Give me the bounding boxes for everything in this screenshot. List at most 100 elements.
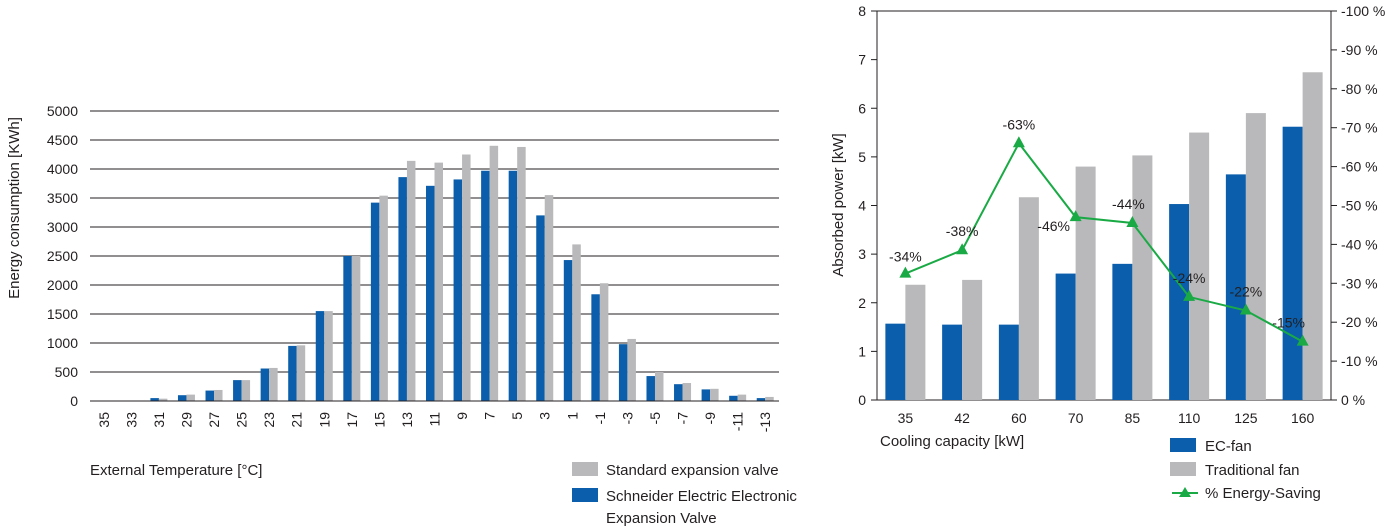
energy-saving-marker [1069,210,1082,222]
bar-traditional-fan-35 [905,284,926,400]
bar-standard--13 [765,396,774,401]
energy-saving-data-label: -38% [946,223,979,239]
bar-traditional-fan-160 [1302,72,1323,400]
left-y-axis-label: Energy consumption [KWh] [6,117,23,299]
bar-schneider--11 [729,395,738,401]
right-y2-tick-label: -50 % [1341,198,1378,214]
right-y2-tick-label: -60 % [1341,159,1378,175]
bar-standard-17 [351,256,361,401]
left-x-tick-label: -7 [675,412,691,425]
bar-traditional-fan-85 [1132,155,1153,400]
left-x-tick-label: -9 [702,412,718,425]
energy-saving-data-label: -22% [1230,284,1263,300]
bar-standard-31 [158,398,168,401]
left-x-axis-label: External Temperature [°C] [90,462,262,479]
legend-swatch-traditional-fan [1170,462,1196,476]
bar-ec-fan-42 [942,324,963,400]
bar-schneider-11 [426,185,435,401]
bar-standard-21 [296,345,306,401]
energy-saving-polyline [904,141,1304,343]
bar-standard--1 [599,283,609,401]
legend-label-standard: Standard expansion valve [606,462,779,479]
bar-traditional-fan-70 [1075,166,1096,400]
left-y-tick-label: 2000 [47,277,78,293]
bar-standard-9 [462,154,471,401]
energy-saving-marker [899,266,912,278]
left-y-tick-label: 4000 [47,161,78,177]
right-y2-tick-label: -80 % [1341,81,1378,97]
left-x-tick-label: -1 [592,412,608,425]
bar-schneider--5 [646,376,655,401]
right-secondary-y-tick-labels: 0 % -10 % -20 % -30 % -40 % -50 % -60 % -70 % -8… [1331,3,1385,408]
bar-schneider--13 [756,398,766,401]
left-x-tick-label: 29 [178,412,194,428]
left-y-tick-label: 2500 [47,248,78,264]
left-x-tick-label: 31 [151,412,167,428]
energy-saving-data-label: -15% [1272,315,1305,331]
bar-schneider-25 [233,380,242,401]
bar-traditional-fan-110 [1189,132,1210,400]
bar-schneider-13 [398,177,407,401]
left-x-tick-label: 23 [261,412,277,428]
legend-swatch-schneider [572,488,598,502]
left-x-tick-label: 1 [564,412,580,420]
left-y-tick-label: 3000 [47,219,78,235]
right-x-tick-label: 60 [1011,410,1027,426]
bar-standard-27 [214,389,223,401]
right-y2-tick-label: -30 % [1341,275,1378,291]
left-x-tick-label: 25 [234,412,250,428]
energy-saving-marker [1296,334,1309,346]
bar-schneider-5 [508,170,518,401]
bar-ec-fan-110 [1169,204,1190,400]
left-x-tick-label: 35 [96,412,112,428]
bar-traditional-fan-125 [1245,113,1266,401]
bar-standard--7 [682,383,692,401]
right-bars [885,72,1323,401]
left-y-tick-label: 1500 [47,306,78,322]
bar-standard--11 [737,394,747,401]
energy-saving-marker [1126,216,1139,228]
bar-standard-13 [406,160,416,401]
bar-standard--5 [654,372,664,401]
left-bars [150,145,774,401]
energy-saving-data-label: -44% [1112,196,1145,212]
left-x-tick-label: 3 [537,412,553,420]
right-y-tick-label: 3 [858,246,866,262]
right-y2-tick-label: -40 % [1341,236,1378,252]
right-y-tick-label: 8 [858,3,866,19]
left-x-tick-label: 5 [509,412,525,420]
left-y-tick-label: 5000 [47,103,78,119]
bar-ec-fan-85 [1112,263,1133,400]
left-x-tick-label: 27 [206,412,222,428]
left-y-tick-label: 1000 [47,335,78,351]
bar-schneider--1 [591,294,600,401]
left-x-tick-label: 7 [482,412,498,420]
right-y-tick-label: 0 [858,392,866,408]
bar-schneider-19 [315,311,325,401]
bar-traditional-fan-42 [962,279,983,400]
bar-standard-19 [324,311,333,401]
left-x-tick-label: 19 [316,412,332,428]
energy-saving-data-label: -34% [889,249,922,265]
bar-schneider-7 [481,170,490,401]
legend-swatch-standard [572,462,598,476]
right-x-tick-label: 42 [954,410,970,426]
right-x-tick-label: 125 [1234,410,1258,426]
left-x-tick-label: 33 [123,412,139,428]
bar-ec-fan-60 [998,324,1019,400]
bar-standard-5 [517,146,526,401]
bar-standard-23 [269,367,278,401]
legend-marker-energy-saving [1179,487,1191,497]
bar-standard-1 [572,244,581,401]
bar-standard-7 [489,145,499,401]
bar-standard--3 [627,338,636,401]
right-y2-tick-label: -70 % [1341,120,1378,136]
right-y2-tick-label: -10 % [1341,353,1378,369]
left-chart: 0 500 1000 1500 2000 2500 3000 3500 4000 4500 5000… [6,103,801,527]
right-x-tick-label: 70 [1068,410,1084,426]
right-chart: 0 1 2 3 4 5 6 7 8 0 % -10 % -20 % -30 % -40 % -50 % -6… [830,3,1385,502]
legend-label-schneider: Schneider Electric Electronic Expansion … [606,488,801,527]
left-y-tick-labels: 0 500 1000 1500 2000 2500 3000 3500 4000 4500 5000 [47,103,78,409]
right-x-axis-label: Cooling capacity [kW] [880,433,1024,450]
